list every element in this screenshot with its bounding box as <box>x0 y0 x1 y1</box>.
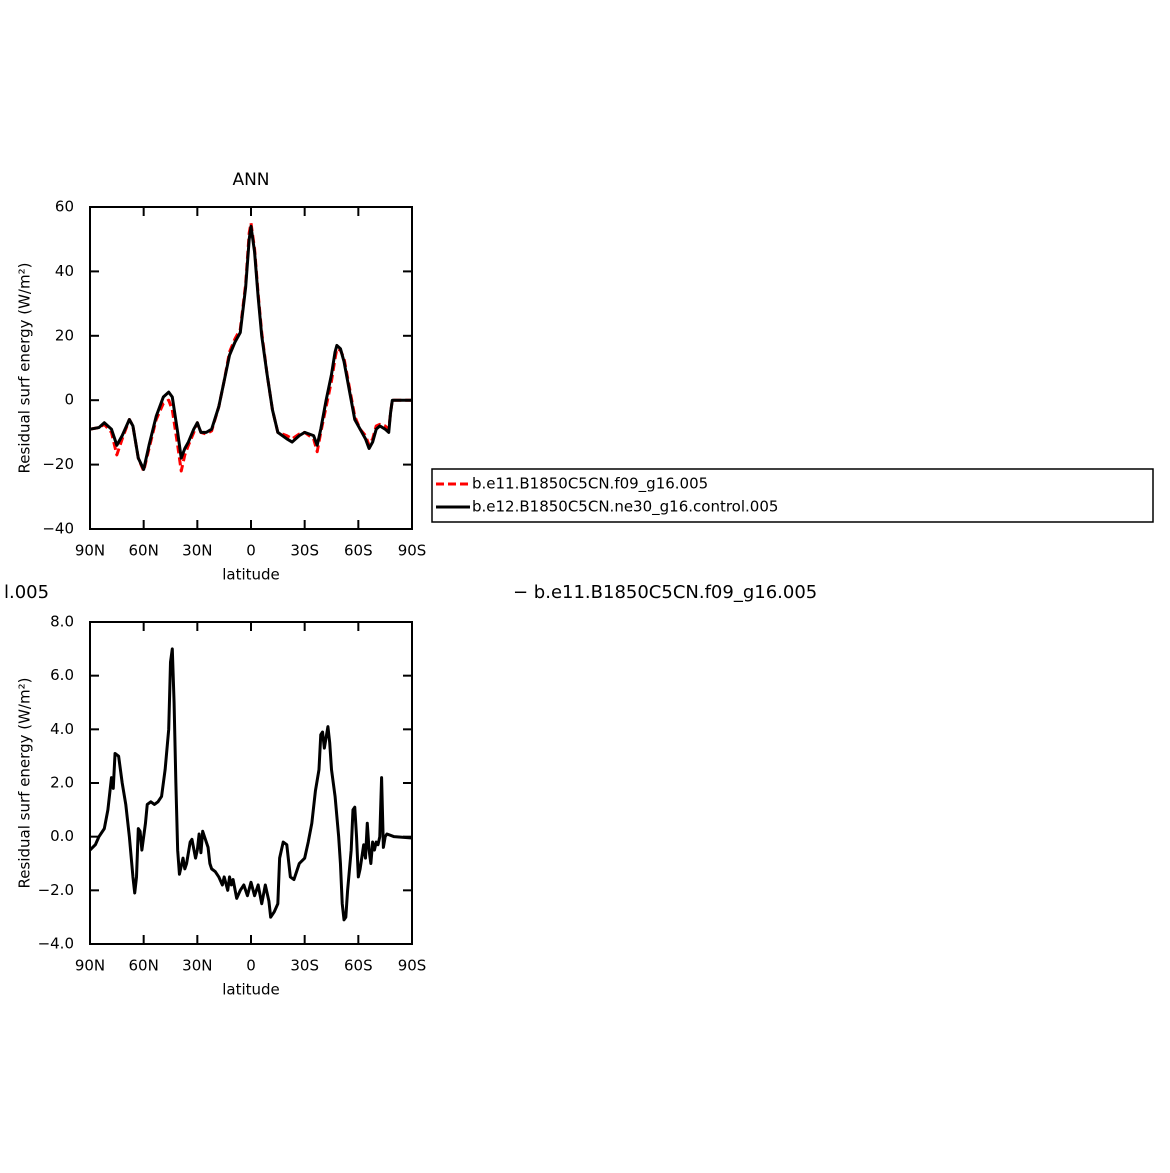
plot-frame <box>89 621 413 945</box>
y-tick-label: 2.0 <box>50 774 74 792</box>
y-tick-label: 20 <box>55 326 74 344</box>
legend-box <box>431 468 1154 523</box>
x-tick-label: 90N <box>75 542 105 560</box>
data-line <box>89 224 412 471</box>
y-tick-label: −2.0 <box>38 881 74 899</box>
y-tick-label: 0 <box>64 391 74 409</box>
y-tick-label: 0.0 <box>50 827 74 845</box>
x-tick-label: 60S <box>344 957 373 975</box>
x-tick-label: 30N <box>182 957 212 975</box>
legend-label: b.e11.B1850C5CN.f09_g16.005 <box>472 475 708 494</box>
x-axis-label: latitude <box>222 981 280 999</box>
legend-label: b.e12.B1850C5CN.ne30_g16.control.005 <box>472 498 778 517</box>
y-tick-label: 60 <box>55 198 74 216</box>
x-tick-label: 0 <box>246 957 256 975</box>
y-tick-label: 8.0 <box>50 613 74 631</box>
y-tick-label: −4.0 <box>38 935 74 953</box>
chart-title-fragment: l.005 <box>4 582 49 603</box>
x-axis-label: latitude <box>222 566 280 584</box>
y-tick-label: 4.0 <box>50 720 74 738</box>
x-tick-label: 30N <box>182 542 212 560</box>
y-tick-label: 6.0 <box>50 666 74 684</box>
x-tick-label: 30S <box>290 542 319 560</box>
y-axis-label: Residual surf energy (W/m²) <box>16 263 34 474</box>
x-tick-label: 30S <box>290 957 319 975</box>
y-tick-label: −20 <box>42 455 74 473</box>
x-tick-label: 90S <box>398 957 427 975</box>
y-axis-label: Residual surf energy (W/m²) <box>16 678 34 889</box>
data-line <box>88 647 413 922</box>
x-tick-label: 60N <box>129 957 159 975</box>
x-tick-label: 60N <box>129 542 159 560</box>
x-tick-label: 0 <box>246 542 256 560</box>
y-tick-label: −40 <box>42 520 74 538</box>
chart-title: ANN <box>232 170 269 190</box>
x-tick-label: 90N <box>75 957 105 975</box>
y-tick-label: 40 <box>55 262 74 280</box>
x-tick-label: 90S <box>398 542 427 560</box>
plot-frame <box>89 206 413 530</box>
chart-title-fragment: − b.e11.B1850C5CN.f09_g16.005 <box>513 582 817 603</box>
x-tick-label: 60S <box>344 542 373 560</box>
